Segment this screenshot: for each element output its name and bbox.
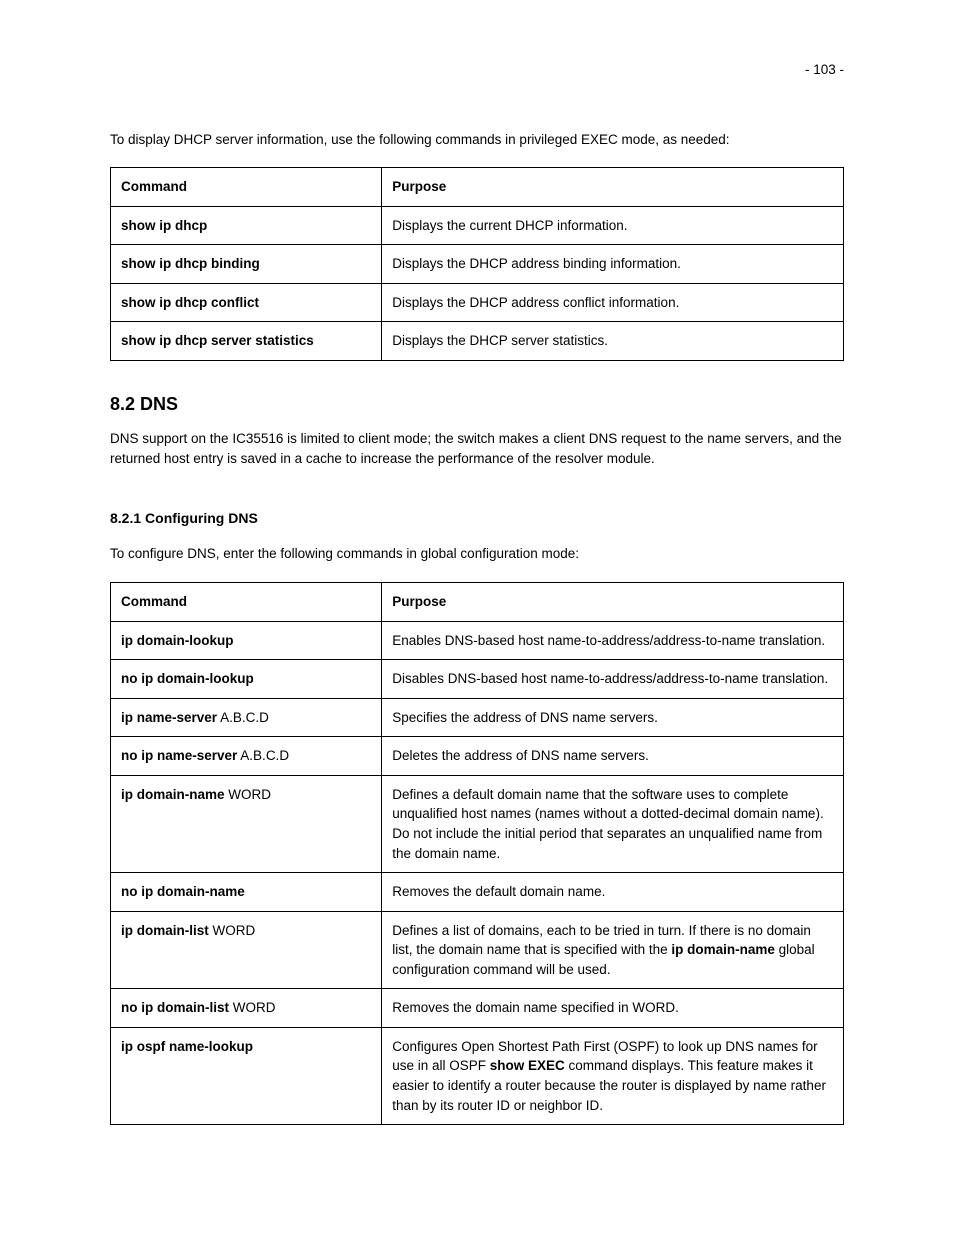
table-row: no ip name-server A.B.C.D Deletes the ad… xyxy=(111,737,844,776)
header-command: Command xyxy=(111,583,382,622)
heading-dns: 8.2 DNS xyxy=(110,391,844,417)
command-cell: ip domain-name WORD xyxy=(111,775,382,872)
purpose-cell: Displays the DHCP server statistics. xyxy=(382,322,844,361)
table-row: ip domain-lookup Enables DNS-based host … xyxy=(111,621,844,660)
command-cell: no ip name-server A.B.C.D xyxy=(111,737,382,776)
intro-configure-dns: To configure DNS, enter the following co… xyxy=(110,544,844,564)
purpose-cell: Removes the domain name specified in WOR… xyxy=(382,989,844,1028)
intro-dhcp-display: To display DHCP server information, use … xyxy=(110,130,844,150)
purpose-cell: Removes the default domain name. xyxy=(382,873,844,912)
table-row: ip domain-list WORD Defines a list of do… xyxy=(111,911,844,989)
table-row: show ip dhcp conflict Displays the DHCP … xyxy=(111,283,844,322)
command-cell: ip domain-list WORD xyxy=(111,911,382,989)
purpose-cell: Disables DNS-based host name-to-address/… xyxy=(382,660,844,699)
purpose-cell: Configures Open Shortest Path First (OSP… xyxy=(382,1027,844,1124)
header-purpose: Purpose xyxy=(382,583,844,622)
purpose-cell: Specifies the address of DNS name server… xyxy=(382,698,844,737)
table-dns-commands: Command Purpose ip domain-lookup Enables… xyxy=(110,582,844,1125)
table-header-row: Command Purpose xyxy=(111,583,844,622)
purpose-cell: Displays the current DHCP information. xyxy=(382,206,844,245)
command-cell: no ip domain-list WORD xyxy=(111,989,382,1028)
table-header-row: Command Purpose xyxy=(111,168,844,207)
purpose-cell: Displays the DHCP address conflict infor… xyxy=(382,283,844,322)
table-row: no ip domain-lookup Disables DNS-based h… xyxy=(111,660,844,699)
command-cell: show ip dhcp server statistics xyxy=(111,322,382,361)
heading-configuring-dns: 8.2.1 Configuring DNS xyxy=(110,508,844,528)
command-cell: no ip domain-lookup xyxy=(111,660,382,699)
header-purpose: Purpose xyxy=(382,168,844,207)
purpose-cell: Displays the DHCP address binding inform… xyxy=(382,245,844,284)
purpose-cell: Enables DNS-based host name-to-address/a… xyxy=(382,621,844,660)
table-row: ip name-server A.B.C.D Specifies the add… xyxy=(111,698,844,737)
header-command: Command xyxy=(111,168,382,207)
table-row: show ip dhcp Displays the current DHCP i… xyxy=(111,206,844,245)
command-cell: ip domain-lookup xyxy=(111,621,382,660)
table-row: no ip domain-name Removes the default do… xyxy=(111,873,844,912)
purpose-cell: Defines a list of domains, each to be tr… xyxy=(382,911,844,989)
page-number: - 103 - xyxy=(110,60,844,80)
table-row: show ip dhcp server statistics Displays … xyxy=(111,322,844,361)
table-dhcp-commands: Command Purpose show ip dhcp Displays th… xyxy=(110,167,844,361)
command-cell: ip name-server A.B.C.D xyxy=(111,698,382,737)
command-cell: show ip dhcp binding xyxy=(111,245,382,284)
command-cell: no ip domain-name xyxy=(111,873,382,912)
table-row: ip ospf name-lookup Configures Open Shor… xyxy=(111,1027,844,1124)
command-cell: show ip dhcp xyxy=(111,206,382,245)
dns-body: DNS support on the IC35516 is limited to… xyxy=(110,429,844,468)
purpose-cell: Deletes the address of DNS name servers. xyxy=(382,737,844,776)
purpose-cell: Defines a default domain name that the s… xyxy=(382,775,844,872)
table-row: ip domain-name WORD Defines a default do… xyxy=(111,775,844,872)
table-row: show ip dhcp binding Displays the DHCP a… xyxy=(111,245,844,284)
command-cell: show ip dhcp conflict xyxy=(111,283,382,322)
command-cell: ip ospf name-lookup xyxy=(111,1027,382,1124)
table-row: no ip domain-list WORD Removes the domai… xyxy=(111,989,844,1028)
